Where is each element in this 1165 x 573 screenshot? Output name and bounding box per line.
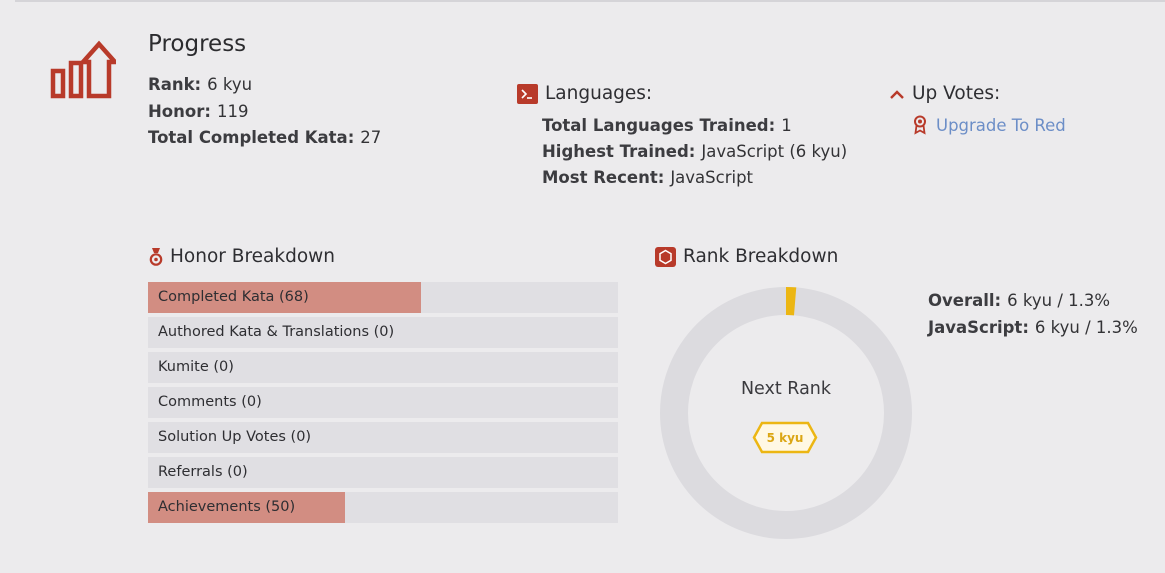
- hexagon-icon: [655, 246, 676, 267]
- honor-bar-label: Authored Kata & Translations (0): [158, 324, 395, 340]
- javascript-rank-value: 6 kyu / 1.3%: [1034, 318, 1138, 337]
- next-rank-badge-text: 5 kyu: [767, 431, 804, 445]
- honor-bar-label: Referrals (0): [158, 464, 248, 480]
- upgrade-row: Upgrade To Red: [913, 115, 1066, 135]
- honor-bar-label: Achievements (50): [158, 499, 296, 515]
- honor-label: Honor:: [148, 102, 211, 121]
- honor-bar-label: Comments (0): [158, 394, 262, 410]
- most-recent-label: Most Recent:: [542, 168, 665, 187]
- languages-trained-label: Total Languages Trained:: [542, 116, 776, 135]
- terminal-icon: [517, 83, 538, 104]
- rank-breakdown-title: Rank Breakdown: [683, 246, 839, 267]
- honor-value: 119: [216, 102, 249, 121]
- honor-breakdown-title: Honor Breakdown: [170, 246, 336, 267]
- rank-value: 6 kyu: [207, 75, 253, 94]
- honor-bar-label: Solution Up Votes (0): [158, 429, 312, 445]
- honor-bar: Solution Up Votes (0): [148, 422, 618, 453]
- languages-trained-value: 1: [781, 116, 792, 135]
- honor-bar-fill: [148, 492, 346, 523]
- medal-icon: [149, 247, 163, 266]
- overall-rank-label: Overall:: [928, 291, 1002, 310]
- honor-bar: Authored Kata & Translations (0): [148, 317, 618, 348]
- honor-bar: Comments (0): [148, 387, 618, 418]
- rank-breakdown-header: Rank Breakdown: [655, 246, 838, 267]
- highest-trained-stat: Highest Trained: JavaScript (6 kyu): [542, 142, 847, 161]
- chevron-up-icon: [890, 89, 904, 99]
- upvotes-header: Up Votes:: [889, 83, 1000, 104]
- javascript-rank-label: JavaScript:: [928, 318, 1029, 337]
- donut-track: [660, 287, 912, 539]
- next-rank-badge: 5 kyu: [752, 421, 818, 454]
- completed-kata-stat: Total Completed Kata: 27: [148, 128, 381, 147]
- languages-title: Languages:: [545, 83, 653, 104]
- most-recent-value: JavaScript: [670, 168, 754, 187]
- completed-kata-value: 27: [360, 128, 382, 147]
- highest-trained-label: Highest Trained:: [542, 142, 696, 161]
- rank-progress-donut: [660, 287, 912, 539]
- honor-stat: Honor: 119: [148, 102, 248, 121]
- completed-kata-label: Total Completed Kata:: [148, 128, 355, 147]
- languages-trained-stat: Total Languages Trained: 1: [542, 116, 792, 135]
- honor-breakdown-header: Honor Breakdown: [149, 246, 335, 267]
- next-rank-label: Next Rank: [740, 379, 832, 399]
- top-divider: [15, 0, 1165, 2]
- page-title: Progress: [148, 31, 247, 57]
- overall-rank-stat: Overall: 6 kyu / 1.3%: [928, 291, 1110, 310]
- rank-label: Rank:: [148, 75, 202, 94]
- progress-chart-icon: [50, 40, 116, 99]
- honor-bar-label: Kumite (0): [158, 359, 234, 375]
- honor-bar: Completed Kata (68): [148, 282, 618, 313]
- honor-bar: Referrals (0): [148, 457, 618, 488]
- rank-stat: Rank: 6 kyu: [148, 75, 252, 94]
- languages-header: Languages:: [517, 83, 652, 104]
- most-recent-stat: Most Recent: JavaScript: [542, 168, 753, 187]
- donut-progress-arc: [660, 287, 912, 539]
- honor-bar: Achievements (50): [148, 492, 618, 523]
- javascript-rank-stat: JavaScript: 6 kyu / 1.3%: [928, 318, 1138, 337]
- highest-trained-value: JavaScript (6 kyu): [701, 142, 848, 161]
- overall-rank-value: 6 kyu / 1.3%: [1007, 291, 1111, 310]
- honor-bar-label: Completed Kata (68): [158, 289, 309, 305]
- upvotes-title: Up Votes:: [912, 83, 1001, 104]
- ribbon-icon: [914, 115, 926, 135]
- honor-bar: Kumite (0): [148, 352, 618, 383]
- upgrade-to-red-link[interactable]: Upgrade To Red: [936, 115, 1066, 135]
- honor-bar-fill: [148, 282, 421, 313]
